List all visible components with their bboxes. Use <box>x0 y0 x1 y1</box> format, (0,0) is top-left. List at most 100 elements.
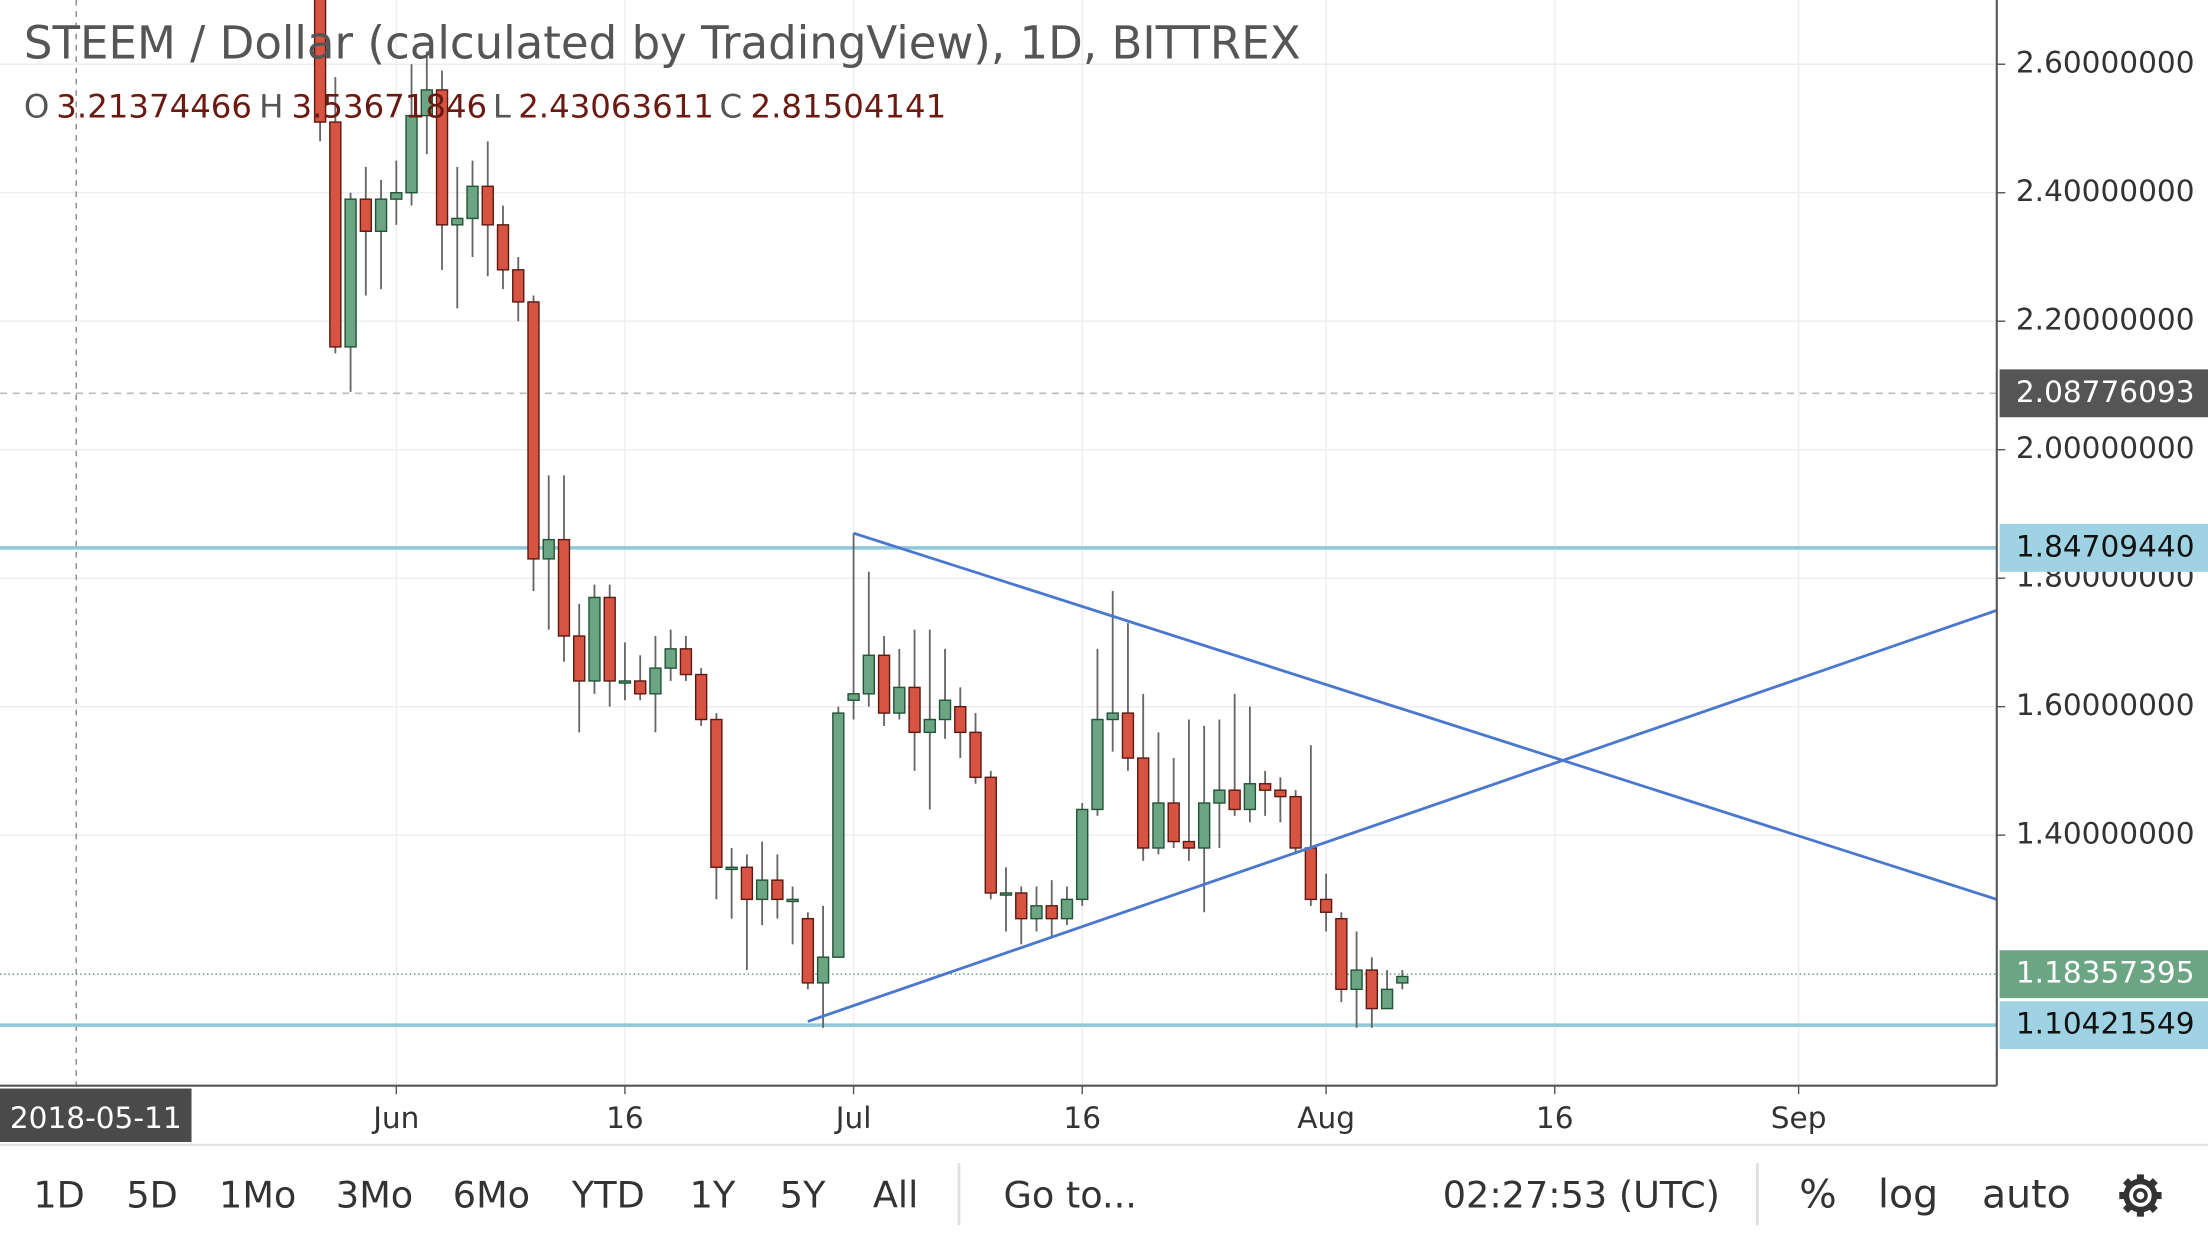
price-label-box <box>1999 1001 2208 1050</box>
settings-gear[interactable] <box>2119 1174 2162 1217</box>
chart-title: STEEM / Dollar (calculated by TradingVie… <box>24 16 1301 69</box>
candle-body <box>329 121 342 348</box>
candle-body <box>1091 718 1104 811</box>
candle-body <box>984 776 997 894</box>
candle-body <box>527 301 540 560</box>
x-tick-label: 16 <box>1536 1101 1574 1135</box>
legend-value: 3.21374466 <box>56 87 252 125</box>
candle-body <box>999 892 1013 896</box>
price-label-box <box>1999 523 2208 572</box>
candle-body <box>1167 802 1180 843</box>
candle-body <box>435 89 449 226</box>
range-button[interactable]: 3Mo <box>336 1173 413 1216</box>
range-button[interactable]: 1D <box>33 1173 84 1216</box>
candle-body <box>1289 795 1302 849</box>
y-tick-label: 1.60000000 <box>2016 688 2195 722</box>
y-tick-label: 1.40000000 <box>2016 817 2195 851</box>
candle-body <box>313 0 327 123</box>
candle-body <box>679 648 693 676</box>
x-tick-label: 16 <box>1063 1101 1101 1135</box>
candle-body <box>588 596 601 682</box>
candle-body <box>908 686 921 734</box>
candle-body <box>1396 975 1409 984</box>
candle-body <box>1045 905 1058 920</box>
candle-body <box>390 192 403 200</box>
candle-body <box>359 198 373 232</box>
candle-body <box>1015 892 1028 920</box>
axes: 1.400000001.600000001.800000002.00000000… <box>0 46 2208 1143</box>
x-tick-label: Jul <box>834 1101 872 1135</box>
candle-body <box>1365 969 1379 1010</box>
x-tick-label: 16 <box>606 1101 644 1135</box>
candle-body <box>694 673 708 721</box>
candle-body <box>496 224 510 271</box>
legend-value: 2.43063611 <box>518 87 714 125</box>
candle-body <box>573 635 586 682</box>
scale-option[interactable]: auto <box>1982 1171 2071 1217</box>
scale-option[interactable]: % <box>1799 1171 1836 1217</box>
candle-body <box>649 667 662 695</box>
legend-key: C <box>720 87 743 125</box>
candle-body <box>862 654 876 695</box>
candle-body <box>374 198 388 232</box>
candle-body <box>893 686 906 714</box>
price-label: 2.08776093 <box>2016 375 2195 409</box>
trendline <box>853 531 1997 901</box>
candle-body <box>603 596 616 682</box>
crosshair-label-box <box>0 1088 192 1143</box>
candle-body <box>740 866 754 901</box>
range-button[interactable]: 5D <box>126 1173 177 1216</box>
legend-value: 3.53671846 <box>291 87 487 125</box>
range-button[interactable]: 6Mo <box>453 1173 530 1216</box>
candle-body <box>451 217 464 226</box>
plot-area <box>0 0 1997 1086</box>
price-label: 1.84709440 <box>2016 529 2195 563</box>
candle-body <box>344 198 357 348</box>
candle-body <box>1350 969 1363 991</box>
candle-body <box>466 185 479 220</box>
range-button[interactable]: 5Y <box>780 1173 826 1216</box>
candle-body <box>832 712 845 958</box>
range-button[interactable]: 1Y <box>690 1173 736 1216</box>
candle-body <box>969 731 982 779</box>
range-button[interactable]: All <box>873 1173 918 1216</box>
y-tick-label: 2.40000000 <box>2016 174 2195 208</box>
range-button[interactable]: YTD <box>571 1173 645 1216</box>
candle-body <box>725 866 738 871</box>
y-tick-label: 2.20000000 <box>2016 303 2195 337</box>
price-label-box <box>1999 369 2208 418</box>
candle-body <box>923 718 936 734</box>
price-label-box <box>1999 950 2208 999</box>
candle-body <box>481 185 494 226</box>
candle-body <box>512 269 525 303</box>
x-tick-label: Jun <box>371 1101 419 1135</box>
y-tick-label: 2.60000000 <box>2016 46 2195 80</box>
candle-body <box>1106 712 1119 721</box>
candle-body <box>771 879 784 901</box>
candle-body <box>1030 905 1043 920</box>
candle-body <box>1121 712 1135 759</box>
scale-option[interactable]: log <box>1878 1171 1938 1217</box>
candle-body <box>816 956 830 984</box>
legend-key: O <box>24 87 49 125</box>
candle-body <box>954 705 967 734</box>
ohlc-legend: O 3.21374466 H 3.53671846 L 2.43063611 C 2.8150… <box>24 87 946 125</box>
trendline <box>807 608 1997 1023</box>
range-button[interactable]: 1Mo <box>219 1173 296 1216</box>
goto-button[interactable]: Go to... <box>1003 1173 1136 1216</box>
x-tick-label: Aug <box>1297 1101 1355 1135</box>
candle-body <box>633 680 647 695</box>
candle-body <box>557 538 571 637</box>
candle-body <box>420 89 433 117</box>
candle-body <box>1243 783 1257 811</box>
candle-body <box>1197 802 1211 849</box>
legend-key: H <box>259 87 283 125</box>
price-label: 1.18357395 <box>2016 956 2195 990</box>
clock[interactable]: 02:27:53 (UTC) <box>1443 1173 1720 1216</box>
candle-body <box>877 654 891 714</box>
candle-body <box>1258 783 1272 791</box>
candle-body <box>1319 898 1333 913</box>
